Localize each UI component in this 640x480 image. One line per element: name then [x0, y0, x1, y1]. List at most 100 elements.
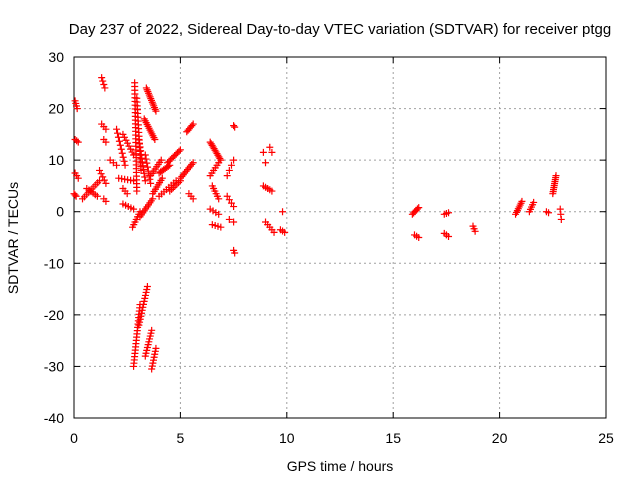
data-point: [188, 122, 196, 130]
data-point: [72, 192, 80, 200]
data-point: [151, 136, 159, 144]
data-point: [158, 174, 166, 182]
data-point: [120, 133, 128, 141]
y-tick-label: -20: [44, 307, 64, 323]
y-tick-label: 0: [56, 204, 64, 220]
data-point: [215, 210, 223, 218]
data-point: [413, 205, 421, 213]
data-point: [96, 166, 104, 174]
data-point: [121, 161, 129, 169]
data-point: [74, 174, 82, 182]
x-tick-label: 10: [279, 430, 295, 446]
y-tick-label: -10: [44, 255, 64, 271]
data-point: [175, 147, 183, 155]
data-point: [102, 138, 110, 146]
data-point: [164, 162, 172, 170]
axis-ticks: 0 5 10 15 20 25 -40 -30 -20 -10 0 10 20 30: [44, 49, 614, 446]
data-point: [230, 156, 238, 164]
data-point: [152, 107, 160, 115]
data-point: [189, 120, 197, 128]
data-point: [101, 84, 109, 92]
data-point: [135, 321, 143, 329]
data-point: [142, 288, 150, 296]
data-point: [100, 176, 108, 184]
data-point: [100, 81, 108, 89]
data-point: [143, 285, 151, 293]
data-point: [97, 170, 105, 178]
data-point: [217, 223, 225, 231]
data-point: [230, 203, 238, 211]
y-axis-label: SDTVAR / TECUs: [5, 182, 21, 294]
data-point: [152, 344, 160, 352]
data-point: [141, 151, 149, 159]
x-tick-label: 5: [177, 430, 185, 446]
chart-title: Day 237 of 2022, Sidereal Day-to-day VTE…: [69, 21, 611, 38]
data-point: [231, 249, 239, 257]
y-tick-label: 20: [48, 101, 64, 117]
data-point: [147, 179, 155, 187]
data-point: [268, 148, 276, 156]
data-point: [113, 161, 121, 169]
data-point: [230, 218, 238, 226]
data-point: [279, 208, 287, 216]
data-point: [415, 234, 423, 241]
data-point: [102, 179, 110, 187]
x-axis-label: GPS time / hours: [287, 458, 394, 474]
data-point: [118, 149, 126, 157]
data-point: [71, 191, 79, 199]
data-point: [116, 141, 124, 149]
data-point: [148, 365, 156, 373]
data-point: [172, 177, 180, 185]
data-point: [189, 159, 197, 167]
data-point: [102, 197, 110, 205]
data-point: [141, 177, 149, 185]
data-point: [133, 187, 141, 195]
data-point: [143, 282, 151, 290]
data-point: [137, 312, 145, 320]
data-point: [144, 163, 152, 171]
data-point: [149, 359, 157, 367]
data-point: [123, 190, 131, 198]
data-point: [188, 160, 196, 168]
data-point: [136, 315, 144, 323]
data-point: [189, 195, 197, 203]
data-point: [225, 166, 233, 174]
data-point: [128, 148, 136, 156]
data-point: [139, 303, 147, 311]
x-tick-label: 25: [598, 430, 614, 446]
data-point: [127, 145, 135, 153]
data-point: [125, 142, 133, 150]
y-tick-label: 30: [48, 49, 64, 65]
data-point: [231, 123, 239, 131]
data-point: [270, 228, 278, 236]
y-tick-label: 10: [48, 152, 64, 168]
data-point: [415, 204, 423, 212]
data-point: [166, 187, 174, 195]
data-point: [148, 326, 156, 334]
data-point: [157, 156, 165, 164]
data-point: [102, 125, 110, 133]
data-point: [96, 177, 104, 185]
grid-lines: [74, 57, 606, 418]
data-point: [117, 145, 125, 153]
data-point: [73, 105, 81, 113]
data-point: [552, 172, 560, 180]
data-point: [119, 153, 127, 161]
data-point: [268, 187, 276, 195]
data-point: [119, 130, 127, 138]
data-point: [225, 215, 233, 223]
data-point: [530, 198, 538, 206]
plot-frame: [73, 56, 607, 419]
y-tick-label: -30: [44, 358, 64, 374]
data-point: [445, 209, 453, 217]
data-point: [266, 143, 274, 151]
data-point: [74, 138, 82, 146]
data-point: [130, 205, 138, 213]
data-point: [148, 362, 156, 370]
data-point: [143, 159, 151, 167]
data-point: [227, 161, 235, 169]
data-point: [98, 74, 106, 82]
data-point: [142, 155, 150, 163]
data-point: [518, 197, 526, 205]
